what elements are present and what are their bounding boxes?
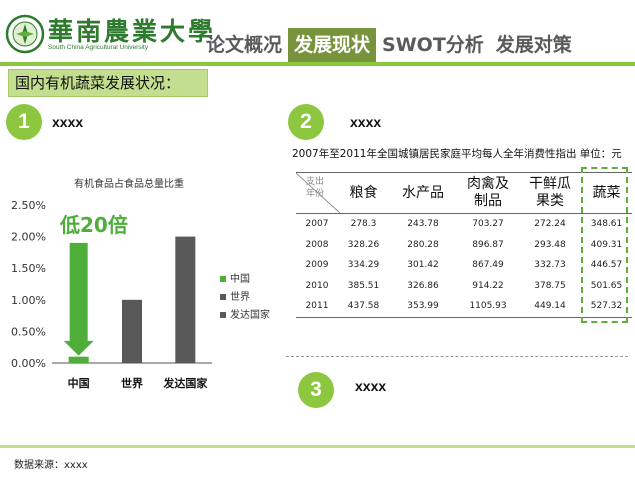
legend-label: 中国 xyxy=(230,272,250,285)
value-cell: 280.28 xyxy=(407,239,439,250)
value-cell: 328.26 xyxy=(347,239,380,250)
section-divider xyxy=(286,356,628,357)
column-header: 粮食 xyxy=(349,184,378,201)
value-cell: 409.31 xyxy=(590,239,623,250)
header-divider xyxy=(0,62,635,66)
organic-food-chart: 0.00%0.50%1.00%1.50%2.00%2.50% 中国 世界 发达国家 … xyxy=(11,199,270,390)
section-2-badge: 2 xyxy=(288,104,324,140)
value-cell: 332.73 xyxy=(534,260,566,271)
university-name-cn: 華南農業大學 xyxy=(48,17,217,46)
vegetable-column-highlight xyxy=(581,167,628,323)
value-cell: 334.29 xyxy=(347,260,380,271)
column-header: 水产品 xyxy=(402,184,444,201)
corner-bottom-label: 年份 xyxy=(306,189,325,199)
y-tick-label: 2.50% xyxy=(11,199,46,212)
nav-bar: 论文概况 发展现状 SWOT分析 发展对策 xyxy=(200,28,578,62)
decline-arrow xyxy=(63,242,94,356)
value-cell: 378.75 xyxy=(534,280,566,291)
value-cell: 527.32 xyxy=(590,301,623,312)
footer-divider xyxy=(0,445,635,448)
value-cell: 353.99 xyxy=(407,301,439,312)
value-cell: 348.61 xyxy=(590,219,623,230)
y-tick-label: 0.50% xyxy=(11,325,46,338)
column-header: 肉禽及制品 xyxy=(467,176,509,209)
table-row: 2008 328.26 280.28 896.87 293.48 409.31 xyxy=(296,235,632,256)
table-body: 2007 278.3 243.78 703.27 272.24 348.61 2008 328… xyxy=(296,214,632,317)
value-cell: 501.65 xyxy=(590,280,623,291)
corner-top-label: 支出 xyxy=(306,177,325,187)
value-cell: 446.57 xyxy=(590,260,623,271)
table-row: 2011 437.58 353.99 1105.93 449.14 527.32 xyxy=(296,296,632,317)
table-row: 2007 278.3 243.78 703.27 272.24 348.61 xyxy=(296,214,632,235)
year-cell: 2011 xyxy=(305,301,329,312)
chart-annotation: 低20倍 xyxy=(59,213,128,237)
tab-swot[interactable]: SWOT分析 xyxy=(382,34,484,56)
consumption-table: 支出 年份 粮食 水产品 肉禽及制品 干鲜瓜果类 蔬菜 2007 278.3 243… xyxy=(296,172,632,318)
year-cell: 2010 xyxy=(305,280,329,291)
value-cell: 914.22 xyxy=(472,280,504,291)
university-emblem-icon xyxy=(5,14,45,54)
column-header: 蔬菜 xyxy=(592,184,621,201)
value-cell: 437.58 xyxy=(347,301,380,312)
legend-label: 发达国家 xyxy=(230,308,270,321)
year-cell: 2007 xyxy=(305,219,329,230)
table-title: 2007年至2011年全国城镇居民家庭平均每人全年消费性指出 单位：元 xyxy=(292,148,622,160)
tab-countermeasures[interactable]: 发展对策 xyxy=(495,34,572,56)
value-cell: 385.51 xyxy=(347,280,380,291)
legend-swatch xyxy=(220,294,226,300)
y-tick-label: 2.00% xyxy=(11,231,46,244)
y-tick-label: 1.00% xyxy=(11,294,46,307)
section-3-badge: 3 xyxy=(298,372,334,408)
table-corner-header: 支出 年份 xyxy=(296,173,340,214)
year-cell: 2008 xyxy=(305,239,329,250)
column-header: 干鲜瓜果类 xyxy=(529,176,571,209)
legend-swatch xyxy=(220,276,226,282)
x-tick-label: 中国 xyxy=(68,376,90,390)
value-cell: 449.14 xyxy=(534,301,566,312)
bar-2 xyxy=(175,236,196,363)
value-cell: 243.78 xyxy=(407,219,439,230)
section-1-label: xxxx xyxy=(52,114,84,130)
value-cell: 326.86 xyxy=(407,280,439,291)
section-3-label: xxxx xyxy=(355,378,387,394)
legend-label: 世界 xyxy=(230,291,250,303)
table-row: 2010 385.51 326.86 914.22 378.75 501.65 xyxy=(296,276,632,297)
value-cell: 1105.93 xyxy=(469,301,507,312)
bar-1 xyxy=(122,299,142,363)
value-cell: 293.48 xyxy=(534,239,566,250)
y-tick-label: 0.00% xyxy=(11,357,46,370)
value-cell: 301.42 xyxy=(407,260,439,271)
section-1-badge: 1 xyxy=(6,104,42,140)
legend-swatch xyxy=(220,312,226,318)
value-cell: 278.3 xyxy=(350,219,377,230)
value-cell: 867.49 xyxy=(472,260,504,271)
year-cell: 2009 xyxy=(305,260,329,271)
university-name-en: South China Agricultural University xyxy=(48,44,149,51)
data-source: 数据来源：xxxx xyxy=(14,460,88,471)
university-logo: 華南農業大學 South China Agricultural Universi… xyxy=(2,6,213,58)
tab-current-status[interactable]: 发展现状 xyxy=(288,28,377,62)
x-tick-label: 世界 xyxy=(121,376,143,390)
corner-diagonal xyxy=(296,173,340,213)
value-cell: 703.27 xyxy=(472,219,504,230)
x-tick-label: 发达国家 xyxy=(162,376,208,390)
section-header: 国内有机蔬菜发展状况： xyxy=(8,69,208,97)
section-2-label: xxxx xyxy=(350,114,382,130)
tab-overview[interactable]: 论文概况 xyxy=(206,34,283,56)
chart-title: 有机食品占食品总量比重 xyxy=(74,179,184,190)
value-cell: 272.24 xyxy=(534,219,566,230)
table-row: 2009 334.29 301.42 867.49 332.73 446.57 xyxy=(296,255,632,276)
y-tick-label: 1.50% xyxy=(11,262,46,275)
bar-0 xyxy=(68,356,89,363)
value-cell: 896.87 xyxy=(472,239,504,250)
